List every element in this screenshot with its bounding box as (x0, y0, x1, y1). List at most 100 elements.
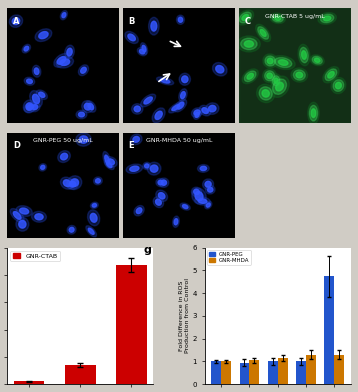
Ellipse shape (86, 226, 97, 237)
Ellipse shape (9, 15, 23, 27)
Ellipse shape (271, 74, 281, 88)
Ellipse shape (314, 58, 320, 62)
Bar (240, 363, 250, 384)
Ellipse shape (242, 15, 248, 20)
Ellipse shape (60, 59, 70, 65)
Text: A: A (13, 17, 19, 26)
Ellipse shape (58, 151, 71, 163)
Ellipse shape (132, 103, 143, 114)
Ellipse shape (237, 10, 253, 25)
Text: B: B (129, 17, 135, 26)
Ellipse shape (24, 77, 35, 85)
Ellipse shape (130, 134, 142, 145)
Ellipse shape (67, 48, 72, 56)
Ellipse shape (274, 78, 278, 83)
Text: GNR-CTAB 5 ug/mL: GNR-CTAB 5 ug/mL (265, 14, 325, 18)
Ellipse shape (32, 105, 38, 110)
Ellipse shape (271, 56, 295, 69)
Ellipse shape (19, 220, 26, 228)
Bar (221, 361, 231, 384)
Ellipse shape (30, 103, 40, 112)
Ellipse shape (96, 179, 100, 183)
Bar (324, 276, 334, 384)
Ellipse shape (258, 27, 268, 39)
Ellipse shape (143, 162, 151, 170)
Ellipse shape (291, 68, 308, 82)
Ellipse shape (270, 76, 289, 97)
Ellipse shape (88, 210, 100, 226)
Ellipse shape (103, 151, 111, 168)
Ellipse shape (155, 199, 161, 205)
Ellipse shape (56, 56, 73, 68)
Ellipse shape (276, 82, 284, 91)
Ellipse shape (158, 192, 165, 199)
Ellipse shape (160, 79, 170, 83)
Ellipse shape (27, 104, 34, 110)
Ellipse shape (174, 219, 178, 225)
Ellipse shape (270, 13, 285, 24)
Ellipse shape (308, 102, 319, 124)
Y-axis label: Fold Difference in ROS
Production from Control: Fold Difference in ROS Production from C… (179, 278, 190, 353)
Bar (250, 360, 259, 384)
Ellipse shape (194, 189, 199, 194)
Ellipse shape (179, 73, 190, 85)
Ellipse shape (155, 111, 162, 120)
Ellipse shape (93, 177, 102, 185)
Ellipse shape (13, 212, 21, 219)
Ellipse shape (61, 153, 68, 160)
Ellipse shape (63, 180, 71, 187)
Ellipse shape (88, 103, 93, 110)
Ellipse shape (156, 190, 168, 201)
Ellipse shape (26, 79, 32, 83)
Ellipse shape (105, 155, 110, 164)
Ellipse shape (318, 13, 337, 24)
Ellipse shape (88, 228, 94, 234)
Ellipse shape (333, 80, 344, 91)
Ellipse shape (242, 69, 258, 83)
Ellipse shape (92, 203, 97, 207)
Ellipse shape (145, 164, 149, 168)
Ellipse shape (328, 71, 334, 78)
Ellipse shape (262, 90, 269, 97)
Ellipse shape (107, 162, 112, 167)
Ellipse shape (323, 67, 339, 83)
Bar (278, 358, 287, 384)
Ellipse shape (275, 58, 292, 67)
Ellipse shape (237, 36, 260, 52)
Ellipse shape (84, 103, 91, 110)
Ellipse shape (67, 176, 82, 190)
Ellipse shape (194, 110, 200, 115)
Text: GNR-PEG 50 ug/mL: GNR-PEG 50 ug/mL (33, 138, 93, 143)
Ellipse shape (298, 44, 310, 66)
Bar (211, 361, 221, 384)
Ellipse shape (183, 205, 188, 209)
Ellipse shape (272, 76, 280, 86)
Ellipse shape (205, 185, 215, 194)
Ellipse shape (10, 209, 24, 222)
Ellipse shape (136, 208, 142, 214)
Ellipse shape (128, 34, 135, 41)
Ellipse shape (216, 65, 224, 73)
Ellipse shape (195, 197, 211, 205)
Ellipse shape (213, 63, 227, 76)
Ellipse shape (206, 203, 210, 207)
Ellipse shape (195, 192, 203, 201)
Ellipse shape (192, 187, 202, 197)
Ellipse shape (67, 179, 78, 189)
Ellipse shape (241, 38, 257, 50)
Text: C: C (244, 17, 250, 26)
Ellipse shape (78, 112, 84, 117)
Ellipse shape (208, 187, 213, 192)
Bar (334, 354, 344, 384)
Ellipse shape (257, 84, 275, 103)
Ellipse shape (142, 45, 146, 52)
Ellipse shape (86, 101, 96, 112)
Ellipse shape (169, 102, 183, 113)
Ellipse shape (20, 208, 29, 214)
Ellipse shape (156, 77, 174, 85)
Ellipse shape (105, 160, 114, 170)
Ellipse shape (152, 108, 165, 123)
Ellipse shape (79, 136, 88, 143)
Ellipse shape (205, 201, 212, 209)
Text: E: E (129, 142, 134, 151)
